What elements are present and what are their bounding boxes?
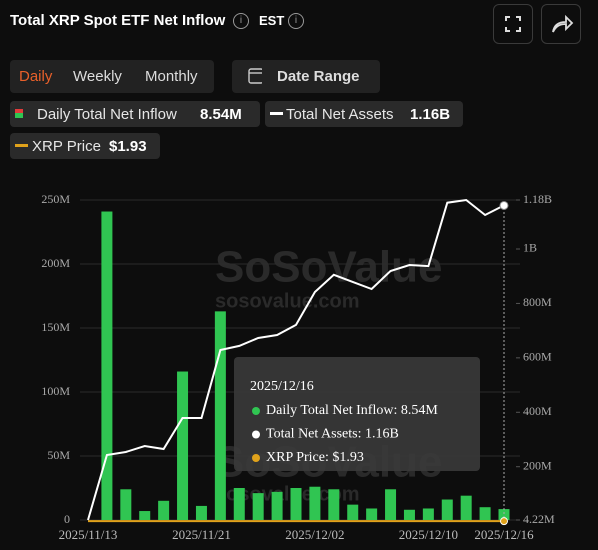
bar	[403, 509, 415, 520]
y-tick-label: 0	[64, 512, 70, 526]
tooltip-row: Daily Total Net Inflow: 8.54M	[266, 403, 438, 418]
tooltip-row: XRP Price: $1.93	[266, 450, 364, 465]
bar	[385, 489, 397, 520]
legend-swatch	[15, 144, 28, 147]
legend-swatch	[270, 112, 283, 115]
bar	[347, 504, 359, 520]
x-tick-label: 2025/12/16	[474, 527, 534, 542]
tab-group: Daily Weekly Monthly	[10, 60, 214, 93]
legend-value: 1.16B	[410, 106, 451, 123]
hover-dot	[500, 517, 508, 526]
legend-item[interactable]: Daily Total Net Inflow 8.54M	[10, 101, 260, 127]
legend-label: Total Net Assets	[286, 106, 394, 123]
legend-label: XRP Price	[32, 138, 101, 155]
hover-dot	[499, 200, 509, 210]
bar	[460, 495, 472, 520]
calendar-icon	[248, 68, 262, 84]
info-icon[interactable]: i	[288, 13, 304, 29]
share-button[interactable]	[541, 4, 581, 44]
fullscreen-button[interactable]	[493, 4, 533, 44]
y2-tick-label: 4.22M	[523, 512, 555, 526]
y-tick-label: 150M	[41, 320, 70, 334]
legend-swatch	[15, 113, 23, 118]
info-icon[interactable]: i	[233, 13, 249, 29]
bar	[233, 488, 245, 520]
legend-value: $1.93	[109, 138, 147, 155]
bar	[290, 488, 302, 520]
tab-monthly[interactable]: Monthly	[145, 68, 198, 85]
bar	[441, 499, 453, 520]
bar	[158, 500, 170, 520]
tooltip-swatch	[252, 454, 260, 462]
bar	[328, 489, 340, 520]
tooltip-row: Total Net Assets: 1.16B	[266, 427, 399, 442]
legend-item[interactable]: Total Net Assets 1.16B	[265, 101, 463, 127]
y2-tick-label: 800M	[523, 295, 552, 309]
x-tick-label: 2025/11/21	[172, 527, 231, 542]
watermark: sosovalue.com	[215, 483, 360, 505]
bar	[139, 511, 151, 520]
bar	[214, 311, 226, 520]
y-tick-label: 50M	[47, 448, 70, 462]
watermark: sosovalue.com	[215, 290, 360, 312]
line	[87, 198, 505, 521]
legend-label: Daily Total Net Inflow	[37, 106, 177, 123]
tooltip-box	[234, 357, 480, 471]
y2-tick-label: 400M	[523, 404, 552, 418]
bar	[252, 493, 264, 520]
bar	[366, 508, 378, 520]
tooltip-swatch	[252, 430, 260, 439]
bar	[498, 509, 510, 520]
bar	[309, 486, 321, 520]
y2-tick-label: 600M	[523, 350, 552, 364]
bar	[120, 489, 132, 520]
share-icon	[552, 14, 574, 33]
y2-tick-label: 1.18B	[523, 192, 552, 206]
watermark: SoSoValue	[215, 438, 442, 487]
bar	[422, 508, 434, 520]
tooltip-swatch	[252, 407, 260, 415]
x-tick-label: 2025/12/10	[399, 527, 458, 542]
tab-daily[interactable]: Daily	[19, 68, 53, 85]
bar	[195, 505, 207, 520]
fullscreen-icon	[505, 16, 521, 32]
bar	[101, 211, 113, 520]
y-tick-label: 250M	[41, 192, 70, 206]
timezone: EST	[259, 13, 285, 28]
date-range-label: Date Range	[277, 68, 360, 85]
date-range-button[interactable]: Date Range	[232, 60, 380, 93]
y-tick-label: 200M	[41, 256, 70, 270]
y-tick-label: 100M	[41, 384, 70, 398]
legend-value: 8.54M	[200, 106, 242, 123]
tab-weekly[interactable]: Weekly	[73, 68, 122, 85]
legend-swatch	[15, 109, 23, 113]
bar	[177, 371, 189, 520]
title: Total XRP Spot ETF Net Inflow	[10, 12, 226, 29]
bar	[271, 491, 283, 520]
tooltip-date: 2025/12/16	[250, 379, 314, 394]
y2-tick-label: 1B	[523, 241, 537, 255]
y2-tick-label: 200M	[523, 458, 552, 472]
watermark: SoSoValue	[215, 243, 442, 292]
legend-item[interactable]: XRP Price $1.93	[10, 133, 160, 159]
x-tick-label: 2025/11/13	[59, 527, 118, 542]
bar	[479, 507, 491, 520]
x-tick-label: 2025/12/02	[285, 527, 344, 542]
